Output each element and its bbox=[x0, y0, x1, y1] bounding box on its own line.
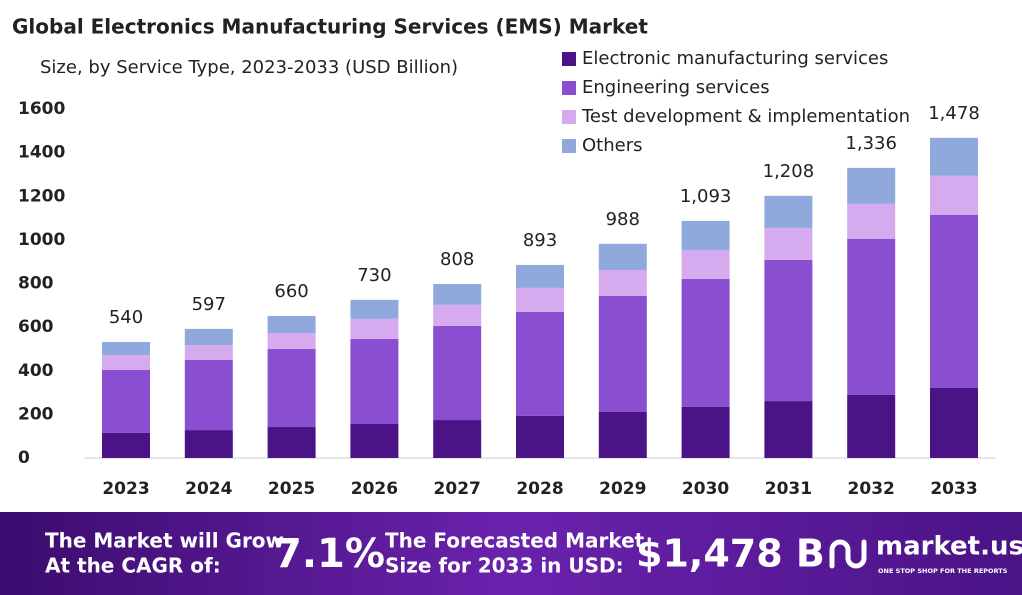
bar-segment bbox=[102, 432, 150, 458]
y-tick-label: 200 bbox=[18, 404, 54, 424]
x-tick-label: 2033 bbox=[930, 479, 977, 499]
brand: market.us bbox=[876, 532, 1022, 562]
total-label: 988 bbox=[606, 209, 640, 230]
bar-segment bbox=[681, 220, 730, 250]
total-label: 660 bbox=[274, 281, 308, 302]
cagr: 7.1% bbox=[274, 531, 385, 577]
bar-segment bbox=[267, 333, 316, 349]
y-tick-label: 800 bbox=[18, 274, 54, 294]
bar-segment bbox=[267, 348, 316, 428]
legend-swatch bbox=[562, 81, 576, 95]
chart-title: Global Electronics Manufacturing Service… bbox=[12, 15, 648, 39]
forecast: $1,478 B bbox=[636, 532, 825, 576]
bar-segment bbox=[433, 283, 482, 305]
bar-segment bbox=[102, 369, 150, 433]
bar-segment bbox=[433, 420, 482, 458]
y-tick-label: 400 bbox=[18, 361, 54, 381]
total-label: 1,093 bbox=[680, 186, 732, 207]
legend-swatch bbox=[562, 110, 576, 124]
x-tick-label: 2028 bbox=[516, 479, 563, 499]
bar-segment bbox=[267, 427, 316, 458]
total-label: 1,336 bbox=[845, 133, 897, 154]
bar-segment bbox=[350, 423, 399, 458]
bar-segment bbox=[516, 287, 564, 312]
total-label: 808 bbox=[440, 249, 474, 270]
bar-segment bbox=[102, 341, 150, 356]
bar-segment bbox=[598, 243, 647, 270]
bar-segment bbox=[267, 316, 316, 334]
legend: Electronic manufacturing services Enginee… bbox=[562, 48, 910, 156]
x-tick-label: 2023 bbox=[102, 479, 149, 499]
y-tick-label: 600 bbox=[18, 317, 54, 337]
bar-segment bbox=[764, 195, 813, 228]
bar-segment bbox=[764, 401, 813, 458]
bar-segment bbox=[847, 394, 896, 458]
total-label: 893 bbox=[523, 230, 557, 251]
bar-segment bbox=[764, 259, 813, 402]
bar-segment bbox=[598, 269, 647, 296]
bar-segment bbox=[516, 311, 564, 416]
banner-text: Size for 2033 in USD: bbox=[385, 554, 624, 578]
bar-segment bbox=[930, 137, 978, 176]
bar-segment bbox=[598, 411, 647, 458]
y-tick-label: 1600 bbox=[18, 99, 65, 119]
bar-segment bbox=[184, 345, 233, 360]
total-label: 1,208 bbox=[763, 161, 815, 182]
total-label: 597 bbox=[192, 294, 226, 315]
x-tick-label: 2031 bbox=[765, 479, 812, 499]
logo-icon bbox=[829, 539, 867, 569]
legend-label: Others bbox=[582, 135, 643, 156]
legend-label: Electronic manufacturing services bbox=[582, 48, 888, 69]
bar-segment bbox=[930, 387, 978, 458]
bar-segment bbox=[930, 214, 978, 388]
x-tick-label: 2027 bbox=[434, 479, 481, 499]
bar-segment bbox=[516, 415, 564, 458]
bar-segment bbox=[847, 167, 896, 204]
y-tick-label: 0 bbox=[18, 448, 30, 468]
bar-segment bbox=[681, 406, 730, 458]
bar-segment bbox=[847, 238, 896, 395]
y-tick-label: 1400 bbox=[18, 143, 65, 163]
banner bbox=[0, 512, 1022, 595]
legend-swatch bbox=[562, 139, 576, 153]
legend-label: Test development & implementation bbox=[581, 106, 910, 127]
total-label: 1,478 bbox=[928, 103, 980, 124]
bar-segment bbox=[350, 318, 399, 339]
banner-text: At the CAGR of: bbox=[45, 554, 221, 578]
bar-segment bbox=[184, 328, 233, 346]
x-tick-label: 2030 bbox=[682, 479, 729, 499]
bar-segment bbox=[930, 175, 978, 215]
legend-label: Engineering services bbox=[582, 77, 770, 98]
bar-segment bbox=[681, 249, 730, 279]
banner-text: The Market will Grow bbox=[45, 529, 284, 553]
tagline: ONE STOP SHOP FOR THE REPORTS bbox=[878, 567, 1008, 575]
bar-segment bbox=[598, 295, 647, 412]
x-tick-label: 2025 bbox=[268, 479, 315, 499]
total-label: 730 bbox=[357, 265, 391, 286]
banner-text: The Forecasted Market bbox=[385, 529, 645, 553]
bar-segment bbox=[433, 325, 482, 421]
bar-segment bbox=[350, 299, 399, 319]
bar-segment bbox=[847, 203, 896, 239]
y-tick-label: 1000 bbox=[18, 230, 65, 250]
bar-segment bbox=[681, 278, 730, 407]
chart-subtitle: Size, by Service Type, 2023-2033 (USD Bi… bbox=[40, 57, 458, 78]
total-label: 540 bbox=[109, 307, 143, 328]
x-tick-label: 2032 bbox=[848, 479, 895, 499]
x-tick-label: 2029 bbox=[599, 479, 646, 499]
bar-segment bbox=[184, 359, 233, 431]
bar-segment bbox=[433, 304, 482, 326]
bar-segment bbox=[350, 338, 399, 424]
bar-segment bbox=[516, 264, 564, 288]
y-tick-label: 1200 bbox=[18, 186, 65, 206]
bar-segment bbox=[764, 227, 813, 260]
x-tick-label: 2026 bbox=[351, 479, 398, 499]
legend-swatch bbox=[562, 52, 576, 66]
x-tick-label: 2024 bbox=[185, 479, 232, 499]
bar-segment bbox=[102, 355, 150, 370]
bar-segment bbox=[184, 430, 233, 458]
